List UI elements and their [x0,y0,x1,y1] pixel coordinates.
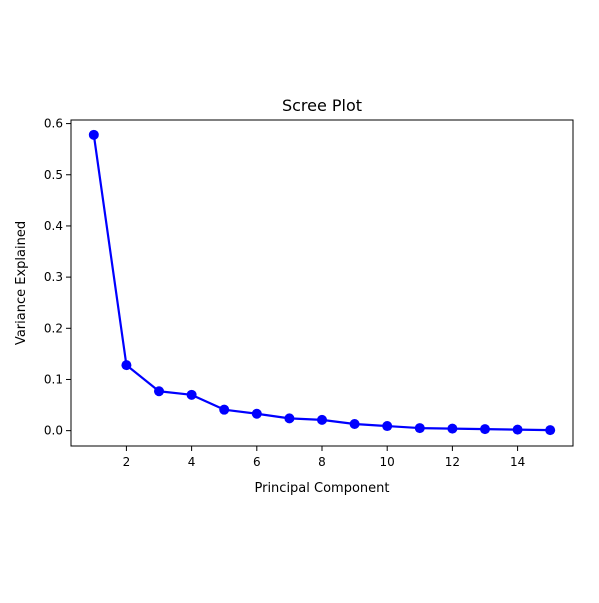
x-tick-label: 14 [510,455,525,469]
y-axis-label: Variance Explained [14,221,29,345]
data-point [349,418,360,429]
y-tick-label: 0.1 [44,372,63,386]
data-point [284,413,295,424]
x-tick-label: 8 [318,455,326,469]
y-tick-label: 0.5 [44,168,63,182]
series-layer [88,129,556,436]
data-point [479,424,490,435]
data-point [447,423,458,434]
x-tick-label: 4 [188,455,196,469]
y-tick-label: 0.2 [44,321,63,335]
data-point [121,360,132,371]
x-axis-label: Principal Component [254,481,389,496]
x-tick-label: 10 [380,455,395,469]
y-tick-label: 0.3 [44,270,63,284]
data-point [219,404,230,415]
y-tick-label: 0.0 [44,424,63,438]
data-point [414,423,425,434]
x-tick-label: 12 [445,455,460,469]
data-point [317,414,327,425]
data-point [545,425,556,436]
plot-area-frame [70,119,574,447]
chart-title: Scree Plot [282,96,362,115]
data-point [251,408,262,419]
data-point [512,424,523,435]
data-point [154,386,165,397]
x-tick-label: 6 [253,455,261,469]
y-tick-label: 0.6 [44,117,63,131]
data-point [186,389,197,400]
data-point [88,129,99,140]
data-point [382,421,393,432]
series-line [92,134,551,432]
y-tick-label: 0.4 [44,219,63,233]
axis-ticks: 2 4 6 8 10 12 14 0.0 0.1 0.2 0.3 0.4 0.5 0.6 [44,117,525,469]
x-tick-label: 2 [123,455,131,469]
